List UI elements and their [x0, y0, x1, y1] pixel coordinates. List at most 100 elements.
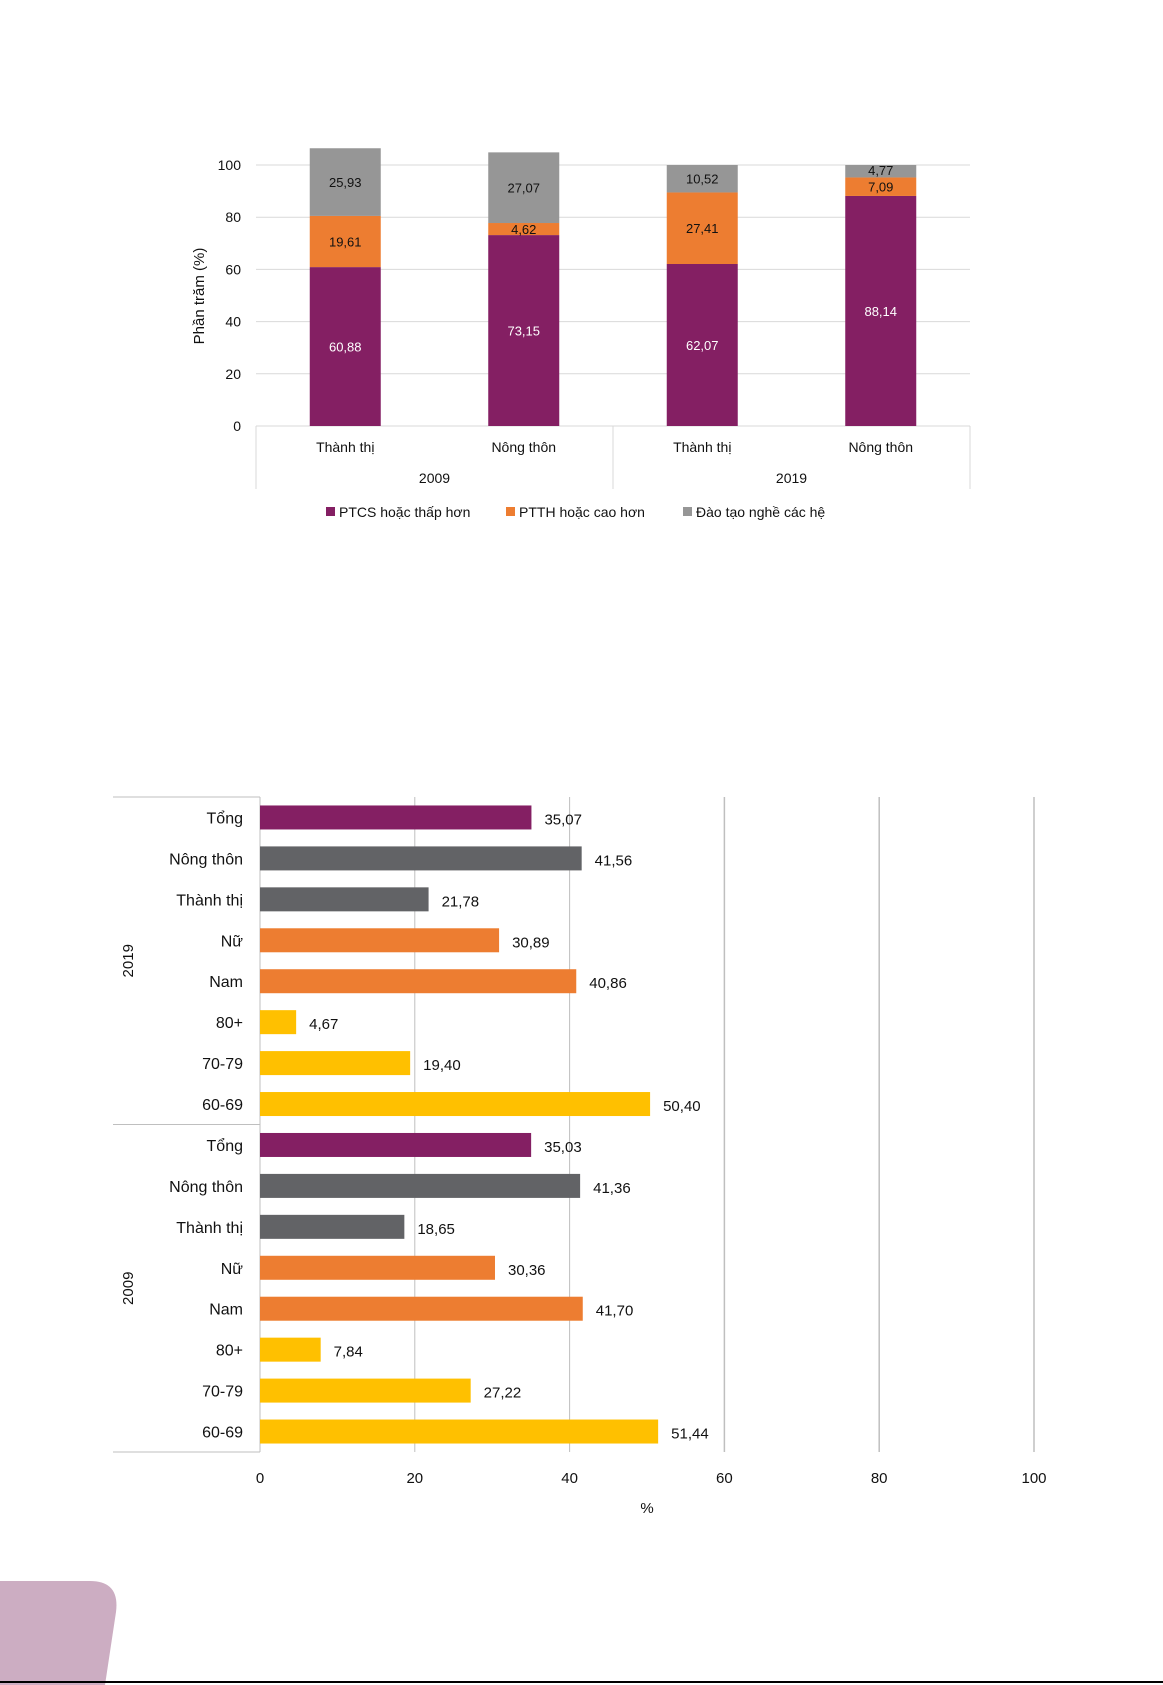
bar — [260, 1419, 659, 1444]
legend-swatch — [683, 507, 692, 516]
row-label: Tổng — [207, 1137, 243, 1155]
data-label: 51,44 — [671, 1426, 709, 1443]
row-label: 70-79 — [202, 1056, 243, 1073]
y-tick-label: 0 — [233, 418, 241, 434]
data-label: 30,36 — [508, 1262, 546, 1279]
x-category-label: Thành thị — [673, 439, 731, 455]
bar-segment — [845, 165, 917, 178]
legend-label: Đào tạo nghề các hệ — [696, 504, 825, 520]
bar — [260, 846, 582, 871]
data-label: 27,22 — [484, 1385, 522, 1402]
x-group-label: 2019 — [776, 470, 807, 486]
data-label: 7,09 — [868, 180, 893, 195]
legend-swatch — [326, 507, 335, 516]
x-axis-title: % — [640, 1500, 653, 1517]
row-label: Thành thị — [176, 1220, 243, 1237]
data-label: 73,15 — [507, 324, 540, 339]
bar-segment — [845, 195, 917, 426]
data-label: 30,89 — [512, 934, 550, 951]
bar — [260, 805, 532, 830]
y-axis-title: Phần trăm (%) — [191, 248, 208, 345]
bar-segment — [488, 152, 560, 224]
x-tick-label: 80 — [871, 1470, 888, 1487]
x-tick-label: 100 — [1021, 1470, 1046, 1487]
y-tick-label: 20 — [225, 366, 241, 382]
data-label: 41,36 — [593, 1180, 631, 1197]
y-tick-label: 60 — [225, 261, 241, 277]
x-category-label: Thành thị — [316, 439, 374, 455]
data-label: 7,84 — [334, 1344, 363, 1361]
row-label: Nông thôn — [169, 1179, 243, 1196]
bar — [260, 1132, 532, 1157]
y-tick-label: 80 — [225, 209, 241, 225]
x-tick-label: 20 — [406, 1470, 423, 1487]
group-label: 2009 — [120, 1272, 137, 1305]
data-label: 21,78 — [442, 893, 480, 910]
bar — [260, 1255, 495, 1280]
bar-segment — [666, 263, 738, 426]
page-tab-decoration — [0, 1581, 117, 1685]
x-category-label: Nông thôn — [848, 439, 913, 455]
row-label: 60-69 — [202, 1097, 243, 1114]
data-label: 18,65 — [417, 1221, 455, 1238]
row-label: Nữ — [221, 933, 244, 950]
x-category-label: Nông thôn — [491, 439, 556, 455]
bar-segment — [845, 177, 917, 196]
data-label: 10,52 — [686, 172, 719, 187]
bar — [260, 1214, 405, 1239]
y-tick-label: 40 — [225, 314, 241, 330]
row-label: 70-79 — [202, 1384, 243, 1401]
data-label: 19,40 — [423, 1057, 461, 1074]
group-label: 2019 — [120, 944, 137, 977]
bar-segment — [309, 215, 381, 268]
x-tick-label: 40 — [561, 1470, 578, 1487]
x-tick-label: 60 — [716, 1470, 733, 1487]
row-label: 80+ — [216, 1343, 243, 1360]
bar — [260, 887, 429, 912]
data-label: 41,56 — [595, 852, 633, 869]
bar — [260, 1173, 581, 1198]
horizontal-bar-chart: 0 20 40 60 80 100% 2019 Tổng 35,07 Nông thôn 41,56… — [113, 796, 1047, 1517]
row-label: Nữ — [221, 1261, 244, 1278]
data-label: 88,14 — [864, 304, 897, 319]
bar — [260, 969, 577, 994]
data-label: 4,62 — [511, 222, 536, 237]
row-label: Nông thôn — [169, 851, 243, 868]
row-label: 80+ — [216, 1015, 243, 1032]
bar-segment — [488, 223, 560, 236]
bar — [260, 1337, 321, 1362]
y-tick-label: 100 — [218, 157, 242, 173]
bar — [260, 1092, 651, 1117]
x-group-label: 2009 — [419, 470, 450, 486]
bar — [260, 1296, 583, 1321]
row-label: Nam — [209, 974, 243, 991]
legend-label: PTCS hoặc thấp hơn — [339, 504, 470, 520]
bar — [260, 1010, 297, 1035]
data-label: 25,93 — [329, 175, 362, 190]
data-label: 35,07 — [544, 811, 582, 828]
data-label: 27,41 — [686, 221, 719, 236]
data-label: 60,88 — [329, 340, 362, 355]
data-label: 41,70 — [596, 1303, 634, 1320]
data-label: 27,07 — [507, 181, 540, 196]
row-label: 60-69 — [202, 1425, 243, 1442]
bar-segment — [309, 267, 381, 426]
legend-label: PTTH hoặc cao hơn — [519, 504, 645, 520]
bar — [260, 1378, 471, 1403]
data-label: 62,07 — [686, 338, 719, 353]
data-label: 40,86 — [589, 975, 627, 992]
data-label: 19,61 — [329, 235, 362, 250]
data-label: 50,40 — [663, 1098, 701, 1115]
data-label: 35,03 — [544, 1139, 582, 1156]
bar-segment — [488, 235, 560, 426]
data-label: 4,67 — [309, 1016, 338, 1033]
bar — [260, 1051, 411, 1076]
bar-segment — [666, 165, 738, 193]
x-tick-label: 0 — [256, 1470, 264, 1487]
stacked-bar-chart: 0 20 40 60 80 100 Phần trăm (%) 60,88 19,61 25,93… — [191, 148, 971, 520]
row-label: Nam — [209, 1302, 243, 1319]
bar — [260, 928, 500, 953]
bar-segment — [666, 192, 738, 264]
row-label: Tổng — [207, 809, 243, 827]
